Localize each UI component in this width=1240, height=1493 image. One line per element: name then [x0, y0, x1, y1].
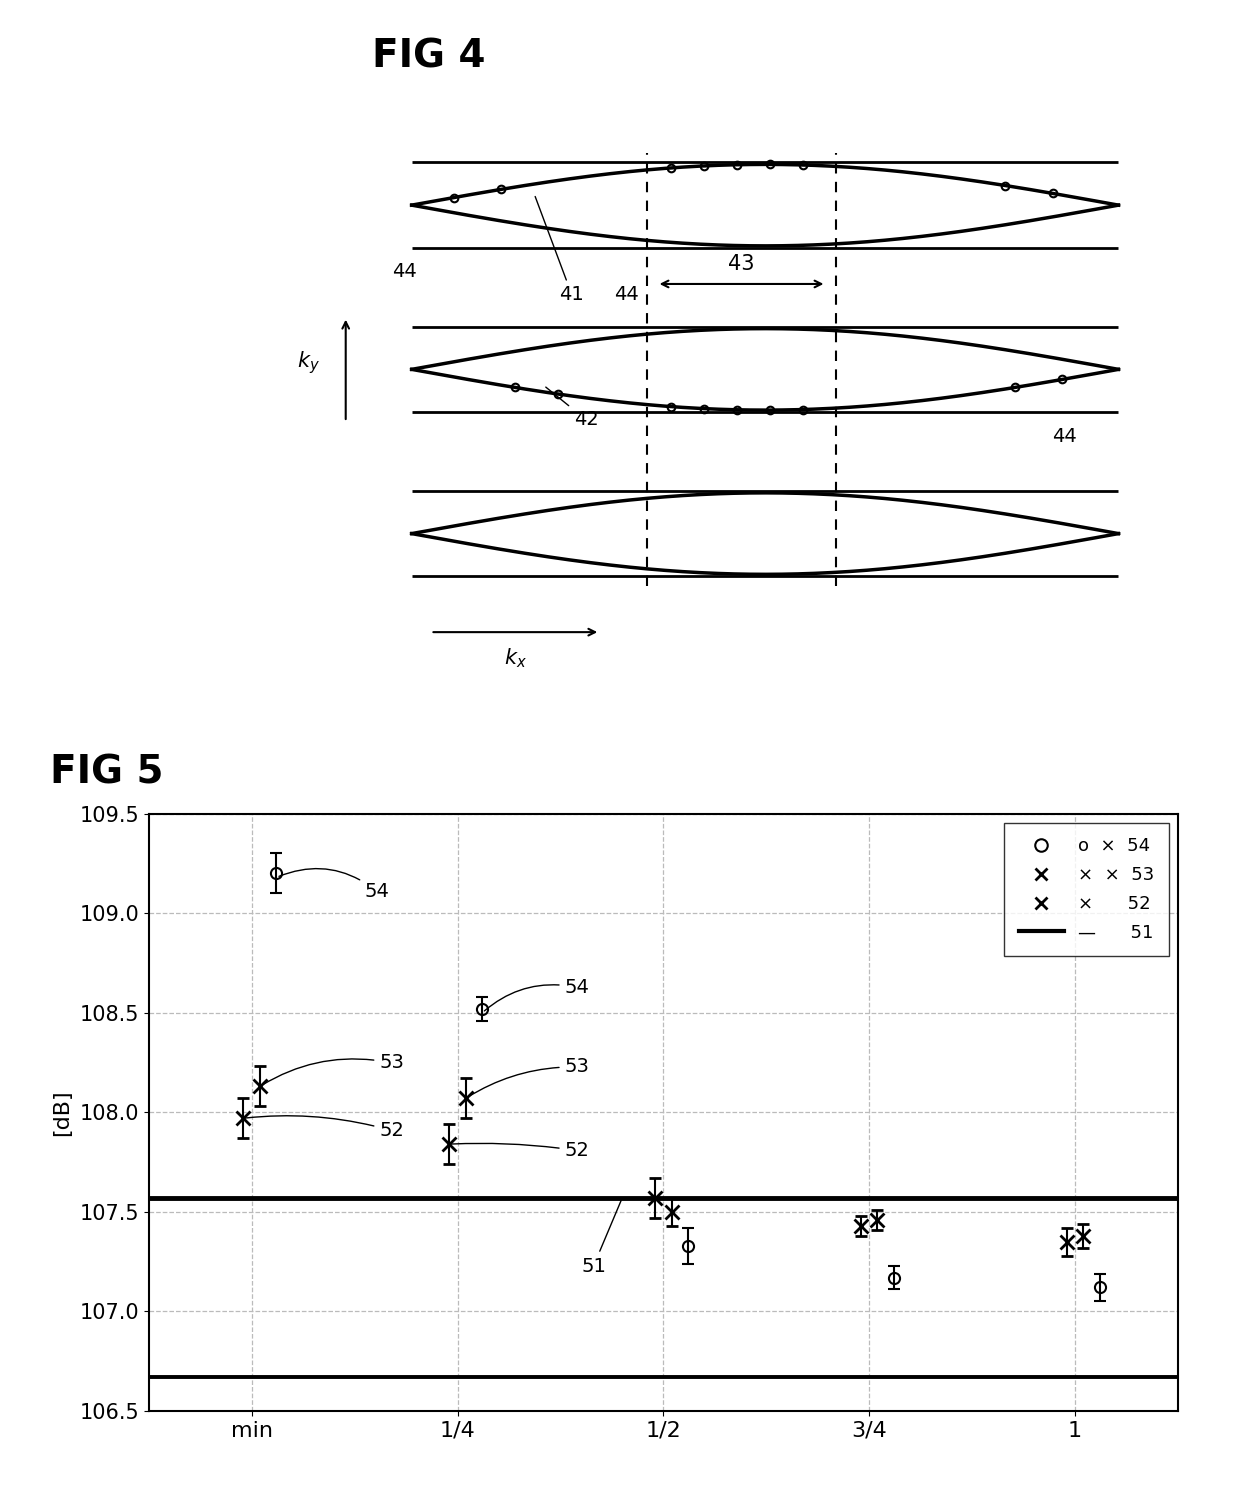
Text: FIG 5: FIG 5 [50, 754, 164, 791]
Text: 44: 44 [392, 263, 417, 281]
Text: 54: 54 [279, 869, 389, 902]
Text: 43: 43 [728, 254, 755, 275]
Text: 44: 44 [1053, 427, 1078, 445]
Text: 52: 52 [453, 1141, 589, 1160]
Text: 41: 41 [536, 197, 584, 305]
Text: 42: 42 [546, 387, 599, 428]
Text: 44: 44 [614, 285, 639, 305]
Text: 53: 53 [263, 1054, 404, 1085]
Legend: o  ×  54, ×  ×  53, ×      52, —      51: o × 54, × × 53, × 52, — 51 [1004, 823, 1169, 956]
Text: FIG 4: FIG 4 [372, 37, 486, 75]
Text: $k_x$: $k_x$ [503, 646, 527, 670]
Text: 54: 54 [485, 978, 589, 1011]
Text: 53: 53 [469, 1057, 589, 1097]
Text: 52: 52 [247, 1115, 404, 1141]
Y-axis label: [dB]: [dB] [52, 1088, 72, 1136]
Text: $k_y$: $k_y$ [296, 349, 320, 376]
Text: 51: 51 [582, 1200, 621, 1275]
